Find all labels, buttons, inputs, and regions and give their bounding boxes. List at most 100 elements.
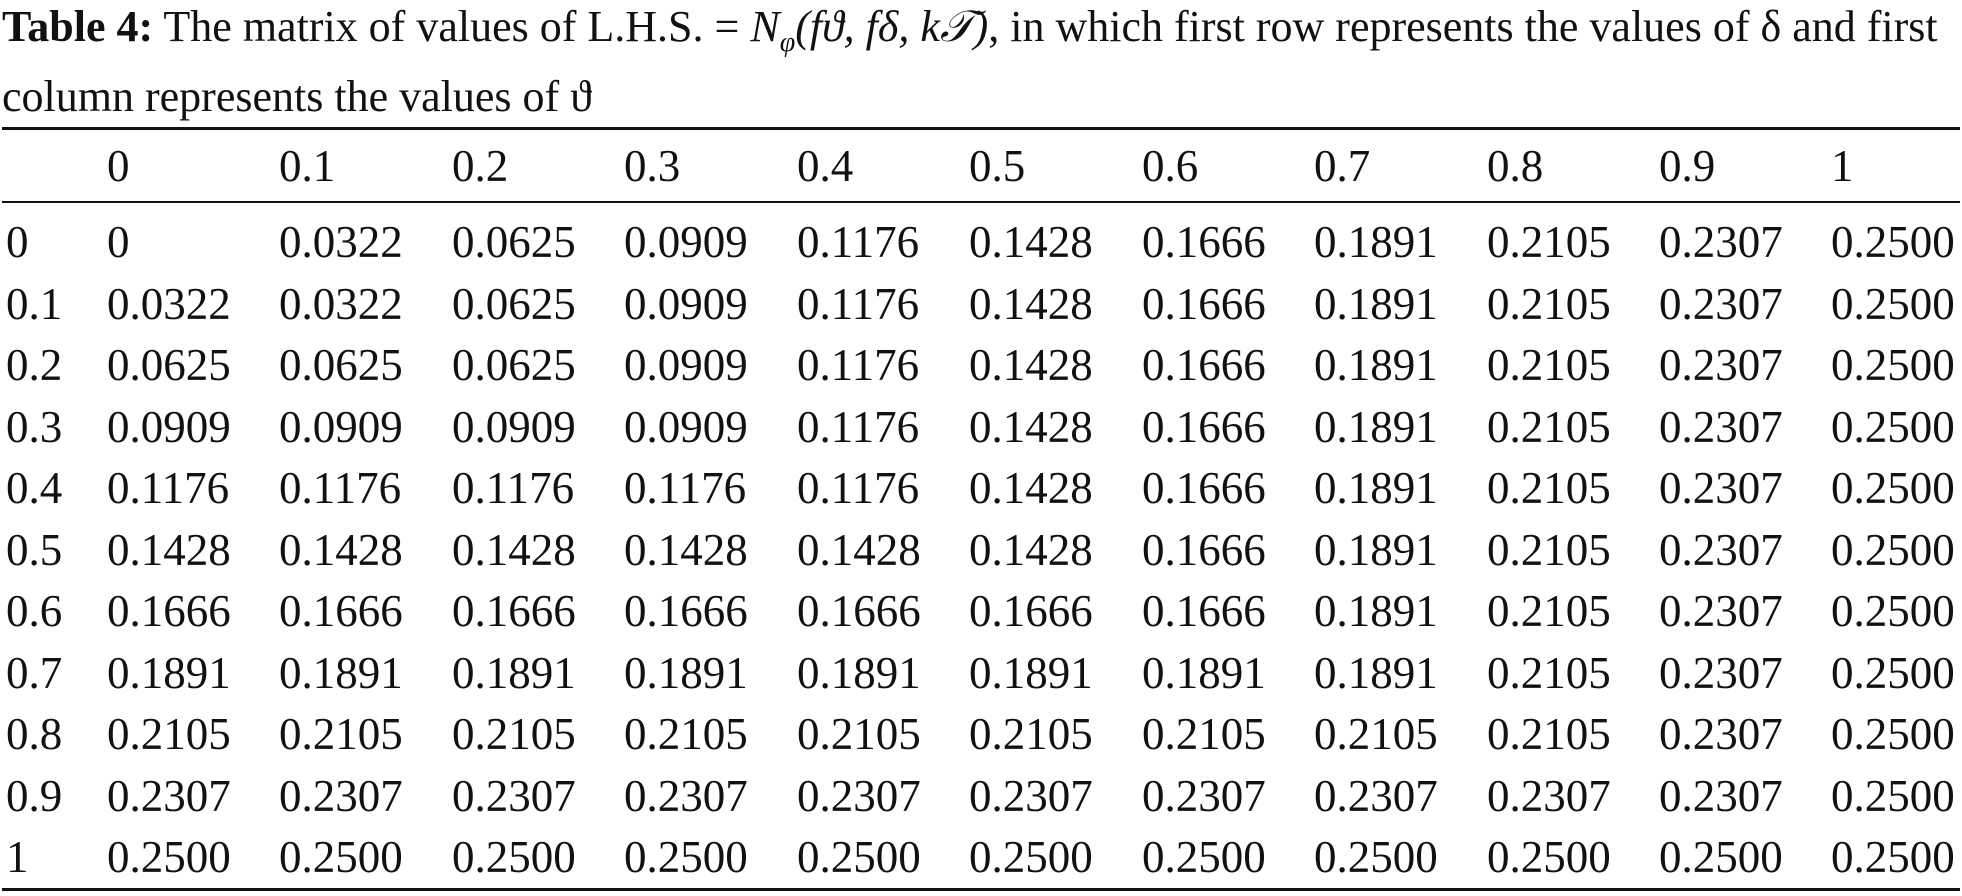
table-cell: 0.2307	[969, 770, 1093, 821]
table-cell: 0.1891	[1314, 401, 1438, 452]
table-cell: 0.1428	[107, 524, 231, 575]
table-cell: 0.1891	[107, 647, 231, 698]
table-cell: 0.1891	[969, 647, 1093, 698]
row-label: 0.3	[6, 401, 63, 452]
table-cell: 0.2500	[1831, 340, 1955, 390]
table-cell: 0.1176	[452, 463, 575, 513]
table-cell: 0.1891	[279, 647, 403, 698]
table-cell: 0.1176	[797, 463, 920, 513]
table-cell: 0.2105	[1487, 647, 1611, 698]
table-cell: 0.1666	[969, 586, 1093, 636]
table-cell: 0.2307	[1487, 770, 1611, 821]
table-cell: 0.2307	[1659, 278, 1783, 329]
header-cell: 0.3	[624, 141, 681, 191]
table-cell: 0.2105	[107, 709, 231, 759]
table-cell: 0.1428	[624, 524, 748, 575]
table-cell: 0.0909	[624, 340, 748, 390]
table-cell: 0.2307	[107, 770, 231, 821]
table-cell: 0.2105	[1487, 709, 1611, 759]
mid-rule	[2, 201, 1960, 203]
table-cell: 0	[107, 217, 130, 267]
table-cell: 0.1176	[797, 217, 920, 267]
table-cell: 0.2500	[969, 832, 1093, 882]
table-cell: 0.1176	[797, 340, 920, 390]
header-cell: 0.5	[969, 141, 1026, 191]
table-cell: 0.2105	[452, 709, 576, 759]
caption-label: Table 4:	[2, 2, 154, 51]
table-cell: 0.0322	[107, 278, 231, 329]
table-cell: 0.2105	[1487, 586, 1611, 636]
table-cell: 0.2500	[1831, 217, 1955, 267]
row-label: 0.2	[6, 340, 63, 390]
table-cell: 0.2500	[1314, 832, 1438, 882]
caption-prefix: The matrix of values of L.H.S. =	[163, 2, 751, 51]
table-cell: 0.1428	[969, 401, 1093, 452]
table-cell: 0.0909	[452, 401, 576, 452]
table-cell: 0.1428	[969, 463, 1093, 513]
table-cell: 0.1176	[624, 463, 747, 513]
table-cell: 0.1428	[452, 524, 576, 575]
caption-suffix: , in which first row represents the valu…	[2, 2, 1938, 121]
table-cell: 0.2307	[1659, 524, 1783, 575]
table-cell: 0.1666	[1142, 524, 1266, 575]
table-cell: 0.2307	[1659, 401, 1783, 452]
table-cell: 0.2500	[1831, 401, 1955, 452]
row-label: 0.7	[6, 647, 63, 698]
table-cell: 0.2307	[1659, 586, 1783, 636]
table-cell: 0.2500	[1142, 832, 1266, 882]
table-cell: 0.1891	[1314, 463, 1438, 513]
table-cell: 0.2500	[1831, 463, 1955, 513]
table-cell: 0.2307	[797, 770, 921, 821]
table-cell: 0.2500	[1487, 832, 1611, 882]
table-cell: 0.1428	[279, 524, 403, 575]
table-cell: 0.0909	[107, 401, 231, 452]
table-cell: 0.2500	[797, 832, 921, 882]
table-cell: 0.1891	[1314, 340, 1438, 390]
table-cell: 0.1891	[1314, 586, 1438, 636]
table-cell: 0.2105	[1314, 709, 1438, 759]
header-cell: 0.4	[797, 141, 854, 191]
table-cell: 0.2500	[1659, 832, 1783, 882]
table-cell: 0.2307	[279, 770, 403, 821]
table-cell: 0.1891	[452, 647, 576, 698]
table-cell: 0.0322	[279, 278, 403, 329]
table-cell: 0.2105	[624, 709, 748, 759]
table-cell: 0.2307	[1659, 463, 1783, 513]
table-cell: 0.1176	[797, 401, 920, 452]
table-cell: 0.1666	[1142, 586, 1266, 636]
table-cell: 0.2105	[1487, 278, 1611, 329]
table-cell: 0.2500	[1831, 832, 1955, 882]
table-cell: 0.1428	[797, 524, 921, 575]
table-cell: 0.0625	[279, 340, 403, 390]
table-cell: 0.1666	[797, 586, 921, 636]
table-cell: 0.1176	[797, 278, 920, 329]
table-cell: 0.2500	[1831, 586, 1955, 636]
table-cell: 0.1428	[969, 340, 1093, 390]
table-cell: 0.1666	[452, 586, 576, 636]
table-cell: 0.0625	[107, 340, 231, 390]
row-label: 0.5	[6, 524, 63, 575]
table-cell: 0.2307	[1659, 647, 1783, 698]
table-cell: 0.2105	[279, 709, 403, 759]
table-cell: 0.2500	[1831, 278, 1955, 329]
table-cell: 0.2105	[797, 709, 921, 759]
table-cell: 0.1891	[624, 647, 748, 698]
row-label: 1	[6, 832, 29, 882]
table-cell: 0.1666	[107, 586, 231, 636]
row-label: 0.8	[6, 709, 63, 759]
header-cell: 0.1	[279, 141, 336, 191]
table-cell: 0.2307	[1659, 770, 1783, 821]
header-cell: 0	[107, 141, 130, 191]
row-label: 0.4	[6, 463, 63, 513]
table-cell: 0.2500	[624, 832, 748, 882]
table-cell: 0.1666	[1142, 340, 1266, 390]
caption-math: N	[750, 2, 780, 51]
table-cell: 0.1891	[1314, 278, 1438, 329]
table-cell: 0.2307	[624, 770, 748, 821]
table-cell: 0.2105	[1142, 709, 1266, 759]
table-cell: 0.0909	[624, 217, 748, 267]
table-cell: 0.0909	[624, 401, 748, 452]
header-cell: 0.8	[1487, 141, 1544, 191]
row-label: 0.1	[6, 278, 63, 329]
table-cell: 0.1666	[1142, 463, 1266, 513]
